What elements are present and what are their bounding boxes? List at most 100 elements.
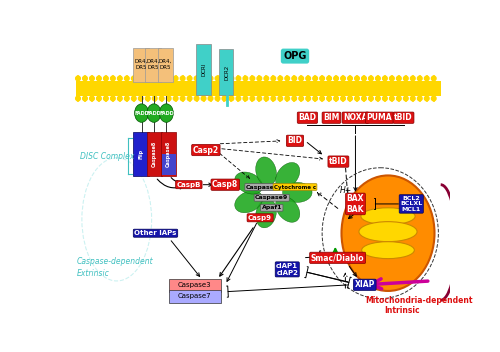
Text: Caspase7: Caspase7 [178, 293, 211, 299]
Circle shape [285, 96, 290, 101]
Circle shape [271, 96, 276, 101]
FancyBboxPatch shape [158, 48, 174, 82]
Text: Caspase9: Caspase9 [246, 184, 279, 189]
Circle shape [396, 76, 401, 81]
Circle shape [104, 96, 108, 101]
Text: Intrinsic: Intrinsic [384, 306, 420, 315]
Text: Flip: Flip [138, 149, 143, 159]
Circle shape [354, 76, 360, 81]
Circle shape [243, 96, 248, 101]
Circle shape [76, 76, 80, 81]
Circle shape [306, 76, 310, 81]
FancyBboxPatch shape [133, 48, 148, 82]
FancyBboxPatch shape [161, 132, 176, 176]
Circle shape [264, 76, 268, 81]
Text: BAX
BAK: BAX BAK [346, 194, 364, 214]
Circle shape [160, 76, 164, 81]
Ellipse shape [234, 191, 262, 213]
Circle shape [299, 96, 304, 101]
Text: Mitochondria-dependent: Mitochondria-dependent [365, 296, 472, 305]
FancyBboxPatch shape [147, 132, 162, 176]
Circle shape [418, 76, 422, 81]
Ellipse shape [256, 199, 276, 228]
Circle shape [368, 76, 374, 81]
Circle shape [390, 76, 394, 81]
Circle shape [334, 76, 338, 81]
Text: BID: BID [288, 136, 302, 145]
Circle shape [96, 76, 102, 81]
Circle shape [410, 96, 415, 101]
Circle shape [432, 76, 436, 81]
Circle shape [354, 96, 360, 101]
Circle shape [194, 76, 199, 81]
Circle shape [320, 96, 324, 101]
Ellipse shape [342, 175, 434, 291]
FancyBboxPatch shape [168, 290, 220, 303]
Text: BIM: BIM [323, 113, 340, 122]
Text: tBID: tBID [329, 157, 347, 166]
Circle shape [132, 76, 136, 81]
Circle shape [243, 76, 248, 81]
Ellipse shape [256, 157, 276, 186]
Circle shape [222, 76, 227, 81]
Circle shape [264, 96, 268, 101]
Circle shape [278, 76, 282, 81]
Circle shape [138, 96, 143, 101]
Circle shape [180, 76, 185, 81]
Circle shape [222, 96, 227, 101]
FancyBboxPatch shape [162, 154, 175, 175]
FancyBboxPatch shape [133, 132, 148, 176]
Circle shape [152, 96, 157, 101]
Circle shape [313, 76, 318, 81]
Text: OPG: OPG [284, 51, 306, 61]
Circle shape [250, 96, 254, 101]
Text: Smac/Diablo: Smac/Diablo [311, 253, 364, 262]
Circle shape [390, 96, 394, 101]
Ellipse shape [160, 104, 173, 122]
Circle shape [424, 96, 429, 101]
Circle shape [404, 96, 408, 101]
Circle shape [146, 76, 150, 81]
Ellipse shape [276, 196, 300, 222]
Text: Casp9: Casp9 [248, 215, 272, 221]
Circle shape [110, 76, 115, 81]
Text: XIAP: XIAP [354, 280, 375, 289]
Circle shape [104, 76, 108, 81]
FancyBboxPatch shape [168, 279, 220, 292]
Text: PUMA: PUMA [366, 113, 392, 122]
Text: Casp2: Casp2 [193, 145, 219, 155]
Text: FADD: FADD [146, 111, 162, 115]
Circle shape [118, 76, 122, 81]
Circle shape [320, 76, 324, 81]
Text: FADD: FADD [134, 111, 149, 115]
Ellipse shape [147, 104, 161, 122]
Circle shape [424, 76, 429, 81]
Text: BCL2
BCLXL
MCL1: BCL2 BCLXL MCL1 [400, 196, 422, 212]
Circle shape [215, 76, 220, 81]
Text: DISC Complex: DISC Complex [80, 152, 134, 161]
Circle shape [201, 76, 206, 81]
Circle shape [174, 76, 178, 81]
Circle shape [410, 76, 415, 81]
Text: Cytochrome c: Cytochrome c [274, 184, 316, 189]
Circle shape [278, 96, 282, 101]
Circle shape [160, 96, 164, 101]
FancyBboxPatch shape [146, 48, 161, 82]
Circle shape [96, 96, 102, 101]
Circle shape [396, 96, 401, 101]
Circle shape [152, 76, 157, 81]
Circle shape [404, 76, 408, 81]
Circle shape [292, 76, 296, 81]
Text: DR4,
DR5: DR4, DR5 [159, 59, 172, 70]
Circle shape [292, 96, 296, 101]
Circle shape [82, 96, 87, 101]
Circle shape [194, 96, 199, 101]
Ellipse shape [282, 182, 312, 202]
Text: Casp8: Casp8 [212, 180, 238, 189]
Circle shape [340, 96, 345, 101]
Circle shape [174, 96, 178, 101]
Circle shape [236, 76, 241, 81]
Text: Caspase8: Caspase8 [166, 141, 171, 168]
Circle shape [166, 96, 171, 101]
Circle shape [327, 76, 332, 81]
